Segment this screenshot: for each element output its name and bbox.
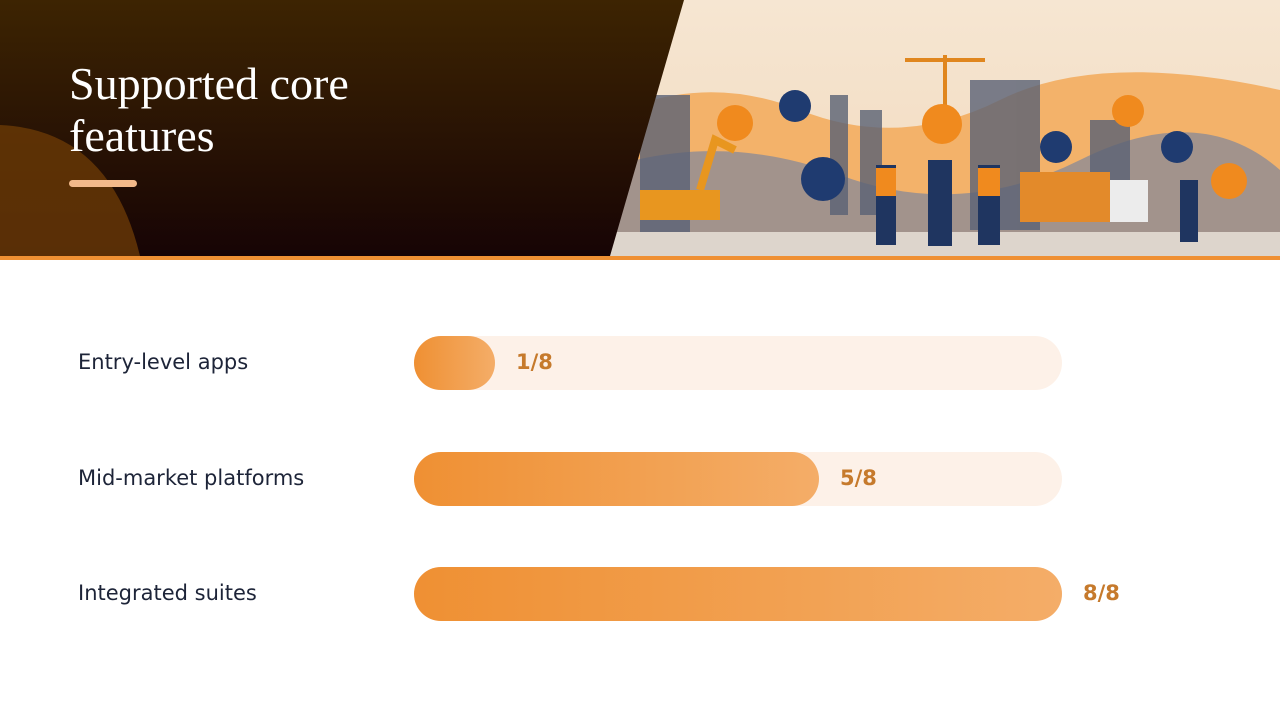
bar: [414, 452, 819, 506]
chart-title: Supported core features: [69, 58, 349, 161]
bar: [414, 567, 1062, 621]
value-label: 1/8: [516, 350, 553, 374]
bar-track: [414, 336, 1062, 390]
value-label: 5/8: [840, 466, 877, 490]
header-panel: [0, 0, 684, 256]
title-underline: [69, 180, 137, 187]
header-illustration: [600, 0, 1280, 256]
header-shape: [0, 125, 140, 256]
value-label: 8/8: [1083, 581, 1120, 605]
bar: [414, 336, 495, 390]
category-label: Integrated suites: [78, 581, 257, 605]
category-label: Mid-market platforms: [78, 466, 304, 490]
header-rule: [0, 256, 1280, 260]
category-label: Entry-level apps: [78, 350, 248, 374]
